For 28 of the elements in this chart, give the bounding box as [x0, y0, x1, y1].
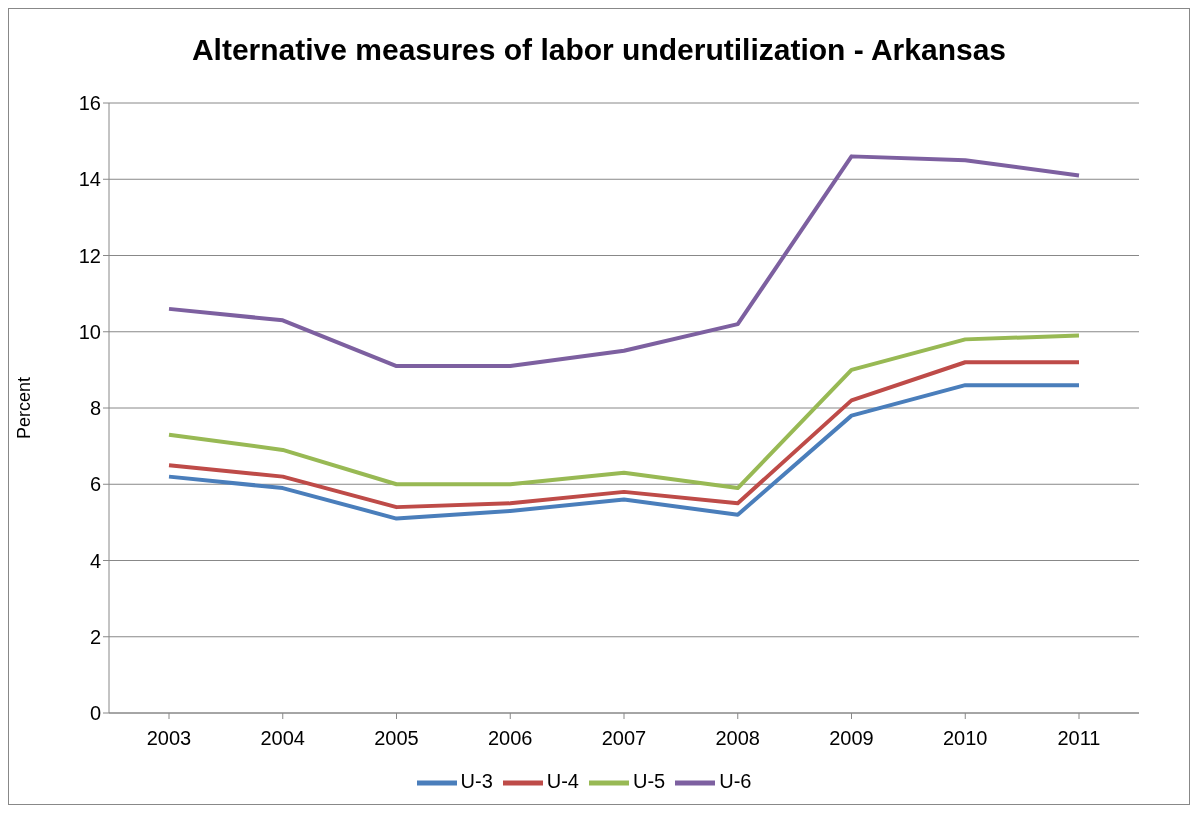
line-series [167, 360, 1081, 510]
line-series [167, 154, 1081, 369]
x-tick-label: 2011 [1057, 727, 1101, 750]
legend-label: U-6 [719, 770, 752, 793]
y-tick-label: 0 [89, 702, 101, 725]
y-tick-label: 8 [89, 397, 101, 420]
y-tick-label: 2 [89, 625, 101, 648]
y-tick-label: 12 [78, 244, 101, 267]
x-tick-label: 2005 [374, 727, 419, 750]
x-tick-label: 2007 [601, 727, 647, 750]
x-tick-label: 2010 [943, 727, 988, 750]
line-series [167, 333, 1081, 491]
legend-label: U-3 [460, 770, 493, 793]
x-tick-label: 2008 [715, 727, 760, 750]
y-tick-label: 16 [78, 92, 101, 115]
y-tick-label: 10 [78, 320, 101, 343]
chart-title: Alternative measures of labor underutilization - Arkansas [190, 32, 1008, 68]
x-tick-label: 2004 [260, 727, 305, 750]
legend-label: U-5 [633, 770, 666, 793]
y-tick-label: 14 [78, 168, 101, 191]
y-tick-label: 4 [89, 549, 101, 572]
line-series [167, 383, 1081, 521]
x-tick-label: 2009 [829, 727, 874, 750]
x-tick-label: 2003 [146, 727, 192, 750]
x-tick-label: 2006 [488, 727, 533, 750]
y-axis-title: Percent [14, 376, 35, 440]
y-tick-label: 6 [89, 473, 101, 496]
legend-label: U-4 [546, 770, 579, 793]
